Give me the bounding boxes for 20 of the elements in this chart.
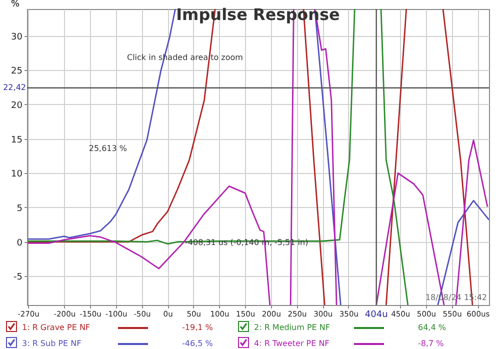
legend-label: 3: R Sub PE NF — [22, 339, 82, 348]
y-tick-label: 25 — [11, 66, 22, 77]
legend-label: 1: R Grave PE NF — [22, 323, 92, 332]
y-axis-title: % — [10, 0, 20, 10]
y-tick-label: 15 — [11, 135, 22, 146]
legend-label: 2: R Medium PE NF — [254, 323, 331, 332]
y-tick-label: 30 — [11, 32, 23, 42]
y-tick-label: 20 — [11, 100, 23, 111]
text: -19,1 % — [182, 323, 214, 332]
y-tick-label: 0 — [16, 238, 23, 248]
y-tick-label: -5 — [14, 272, 22, 283]
text: -46,5 % — [182, 339, 214, 348]
text: 64,4 % — [418, 323, 447, 332]
legend-label: 4: R Tweeter PE NF — [254, 339, 330, 348]
text: -8,7 % — [418, 339, 445, 348]
annotation: 25,613 % — [88, 144, 128, 153]
y-tick-label: 5 — [16, 204, 22, 214]
ref-line-label: 404u — [364, 310, 388, 320]
y-tick-label: 10 — [11, 170, 23, 180]
ref-line-label: 22,42 — [3, 82, 26, 92]
